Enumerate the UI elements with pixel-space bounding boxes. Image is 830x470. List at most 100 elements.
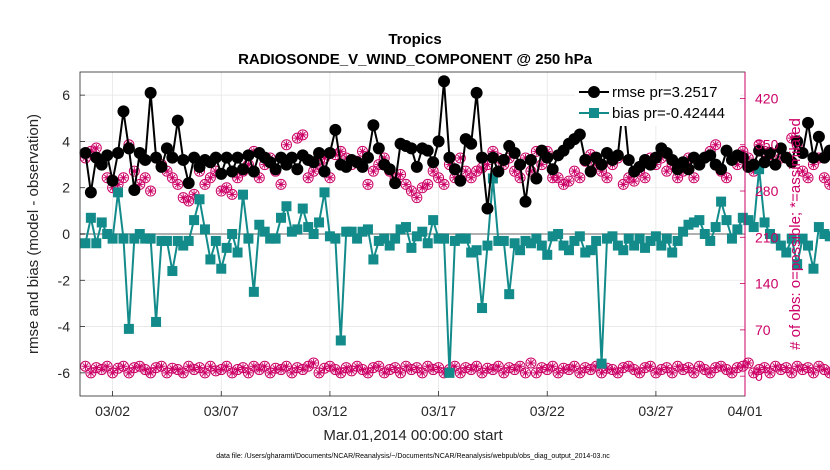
bias-point	[634, 233, 645, 244]
rmse-point	[448, 163, 461, 176]
bias-point	[819, 229, 830, 239]
bias-point	[85, 212, 96, 223]
bias-point	[308, 229, 319, 239]
rmse-point	[774, 142, 787, 155]
obs-marker	[259, 360, 271, 372]
rmse-point	[356, 160, 369, 173]
data-file-footnote: data file: /Users/gharamti/Documents/NCA…	[216, 453, 610, 460]
bias-point	[726, 233, 737, 244]
obs_upper-marker	[721, 172, 733, 184]
bias-point	[270, 233, 281, 244]
obs_upper-marker	[117, 172, 129, 184]
rmse-point	[421, 144, 434, 157]
rmse-point	[106, 174, 119, 187]
rmse-point	[649, 151, 662, 164]
rmse-point	[541, 151, 554, 164]
rmse-point	[812, 130, 825, 143]
rmse-point	[285, 151, 298, 164]
bias-point	[243, 233, 254, 244]
rmse-point	[79, 147, 92, 159]
bias-point	[319, 187, 330, 198]
obs_upper-marker	[275, 178, 287, 190]
obs_upper-marker	[818, 172, 830, 184]
bias-point	[439, 233, 450, 244]
rmse-point	[524, 153, 537, 166]
bias-point	[91, 238, 102, 249]
obs-marker	[786, 367, 798, 379]
rmse-point	[682, 163, 695, 176]
bias-point	[498, 235, 509, 246]
bias-point	[292, 224, 303, 235]
bias-point	[395, 224, 406, 235]
bias-point	[602, 233, 613, 244]
legend-rmse-label: rmse pr=3.2517	[612, 84, 717, 101]
rmse-point	[470, 86, 483, 99]
bias-point	[194, 194, 205, 205]
bias-point	[569, 235, 580, 246]
y2-tick-label: 350	[755, 137, 779, 153]
legend-rmse-marker	[588, 86, 600, 98]
y2-tick-label: 0	[755, 368, 763, 384]
y-axis-left: -6 -4 -2 0 2 4 6	[58, 87, 85, 381]
bias-point	[824, 231, 830, 242]
bias-point	[493, 235, 504, 246]
bias-point	[357, 226, 368, 237]
obs_upper-marker	[628, 175, 640, 187]
rmse-point	[802, 116, 815, 129]
rmse-point	[704, 149, 717, 162]
x-tick-label: 04/01	[727, 403, 762, 419]
bias-point	[335, 335, 346, 346]
legend: rmse pr=3.2517 bias pr=-0.42444	[575, 80, 740, 126]
rmse-point	[84, 186, 97, 199]
obs-marker	[242, 367, 254, 379]
y-tick-label: 0	[62, 226, 70, 242]
bias-point	[330, 233, 341, 244]
bias-point	[210, 235, 221, 246]
obs_upper-marker	[552, 172, 564, 184]
bias-point	[786, 233, 797, 244]
rmse-point	[231, 151, 244, 164]
bias-point	[248, 286, 259, 297]
obs_upper-marker	[601, 172, 613, 184]
x-tick-label: 03/17	[421, 403, 456, 419]
bias-point	[460, 233, 471, 244]
rmse-point	[715, 163, 728, 176]
obs_upper-marker	[411, 192, 423, 204]
obs-marker	[742, 357, 754, 369]
obs_upper-marker	[204, 172, 216, 184]
y2-tick-label: 210	[755, 229, 779, 245]
rmse-point	[753, 144, 766, 157]
bias-point	[417, 226, 428, 237]
bias-point	[156, 235, 167, 246]
rmse-point	[150, 151, 163, 164]
y-tick-label: 4	[62, 133, 70, 149]
rmse-point	[405, 142, 418, 155]
bias-point	[400, 222, 411, 233]
bias-point	[362, 224, 373, 235]
obs-marker	[155, 360, 167, 372]
rmse-point	[389, 177, 402, 190]
bias-point	[612, 240, 623, 251]
rmse-point	[323, 147, 336, 159]
rmse-point	[361, 151, 374, 164]
y-tick-label: 6	[62, 87, 70, 103]
rmse-point	[514, 158, 527, 171]
obs_upper-marker	[433, 172, 445, 184]
bias-point	[118, 233, 129, 244]
x-axis-label: Mar.01,2014 00:00:00 start	[323, 427, 503, 444]
y-tick-label: 2	[62, 180, 70, 196]
bias-point	[781, 247, 792, 258]
bias-point	[667, 247, 678, 258]
chart-subtitle: RADIOSONDE_V_WIND_COMPONENT @ 250 hPa	[238, 51, 593, 68]
rmse-point	[465, 137, 478, 150]
rmse-point	[307, 156, 320, 169]
rmse-point	[367, 119, 380, 132]
bias-point	[134, 229, 145, 239]
obs_upper-marker	[145, 185, 157, 197]
rmse-point	[595, 158, 608, 171]
bias-point	[656, 240, 667, 251]
rmse-point	[736, 151, 749, 164]
x-tick-label: 03/02	[95, 403, 130, 419]
rmse-point	[791, 135, 804, 148]
y2-axis-label: # of obs: o=possible; *=assimilated	[787, 118, 804, 350]
